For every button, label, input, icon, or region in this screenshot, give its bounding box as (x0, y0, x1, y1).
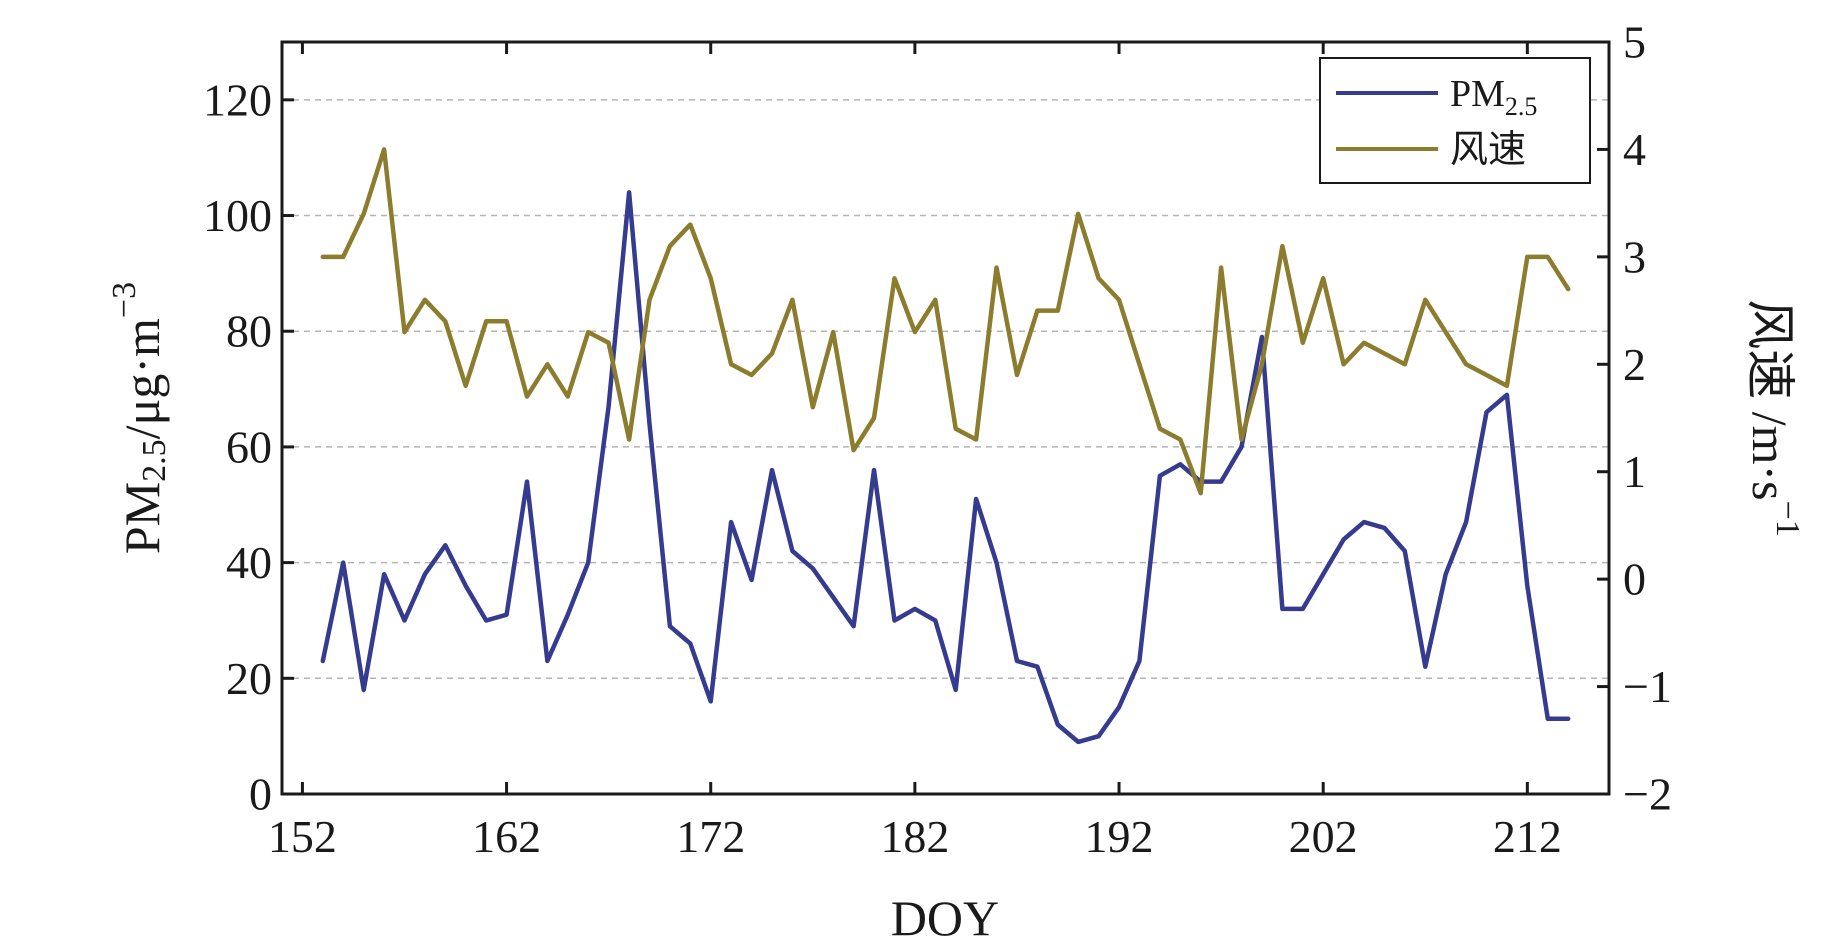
y-left-tick-label-80: 80 (226, 306, 272, 357)
y-left-title-main: PM (114, 482, 170, 554)
legend-label-pm25: PM2.5 (1450, 73, 1537, 121)
axes: 0 20 40 60 80 100 120 −2 −1 0 1 2 3 4 5 152 162 172 182 192… (203, 17, 1672, 863)
x-tick-label-212: 212 (1493, 811, 1562, 862)
y-left-tick-label-0: 0 (249, 769, 272, 820)
y-right-axis-title: 风速 /m·s−1 (1742, 299, 1807, 537)
y-left-tick-label-20: 20 (226, 653, 272, 704)
y-right-tick-label--1: −1 (1623, 661, 1672, 712)
y-right-title-exp: −1 (1770, 501, 1807, 537)
legend-box (1319, 57, 1591, 184)
plot-frame (280, 40, 1611, 796)
y-right-title-main: 风速 (1742, 299, 1798, 399)
y-right-tick-label-4: 4 (1623, 124, 1646, 175)
y-right-tick-label-0: 0 (1623, 554, 1646, 605)
legend-pm25-sub: 2.5 (1505, 92, 1538, 121)
x-tick-label-172: 172 (676, 811, 745, 862)
y-right-tick-label-1: 1 (1623, 446, 1646, 497)
y-right-tick-label--2: −2 (1623, 769, 1672, 820)
series-line-wind-speed (320, 147, 1571, 496)
legend: PM2.5 风速 (1319, 57, 1591, 184)
x-tick-label-182: 182 (880, 811, 949, 862)
y-right-title-unit: /m·s (1742, 399, 1798, 500)
x-tick-label-192: 192 (1085, 811, 1154, 862)
x-tick-label-162: 162 (472, 811, 541, 862)
series-layer (320, 147, 1571, 745)
y-left-tick-label-120: 120 (203, 74, 272, 125)
x-tick-label-202: 202 (1289, 811, 1358, 862)
y-right-tick-label-3: 3 (1623, 231, 1646, 282)
y-left-tick-label-60: 60 (226, 421, 272, 472)
y-left-tick-label-100: 100 (203, 190, 272, 241)
y-right-tick-label-5: 5 (1623, 17, 1646, 68)
y-left-tick-label-40: 40 (226, 537, 272, 588)
y-left-title-exp: −3 (106, 282, 143, 318)
gridlines (282, 99, 1609, 680)
legend-pm25-main: PM (1450, 73, 1505, 115)
y-left-title-sub: 2.5 (136, 439, 173, 482)
legend-label-wind: 风速 (1450, 129, 1526, 171)
y-right-tick-label-2: 2 (1623, 339, 1646, 390)
y-left-axis-title: PM2.5/μg·m−3 (106, 282, 173, 554)
x-tick-label-152: 152 (268, 811, 337, 862)
y-left-title-unit: /μg·m (114, 318, 170, 439)
series-line-pm25 (320, 190, 1571, 745)
x-axis-title: DOY (891, 890, 999, 945)
